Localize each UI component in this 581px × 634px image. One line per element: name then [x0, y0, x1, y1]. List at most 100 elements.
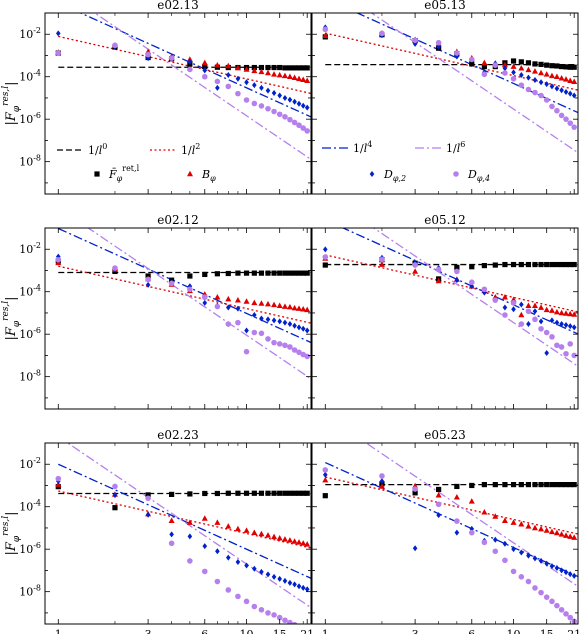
- data-point: [145, 276, 151, 283]
- data-point: [532, 308, 538, 315]
- data-point: [287, 116, 293, 123]
- data-point: [538, 525, 545, 532]
- data-point: [112, 265, 118, 271]
- data-point: [265, 336, 271, 342]
- data-point: [296, 100, 302, 107]
- panel-title: e05.12: [424, 213, 465, 227]
- data-point: [258, 330, 265, 337]
- data-point: [454, 483, 460, 490]
- data-point: [554, 602, 560, 609]
- data-point: [169, 531, 174, 538]
- data-point: [412, 268, 419, 274]
- data-point: [291, 65, 298, 71]
- data-point: [202, 63, 208, 70]
- series-F: [55, 258, 310, 283]
- series-F: [55, 44, 310, 71]
- data-point: [571, 352, 577, 359]
- data-point: [526, 74, 531, 81]
- data-point: [532, 261, 538, 268]
- subplot-5: e02.23 10-8 10-6 10-4 10-2 1 3 6 10 15 21 |Fφres,l|…: [1, 428, 314, 634]
- legend-label: 1/l0: [88, 142, 107, 157]
- data-point: [259, 568, 264, 575]
- data-point: [281, 72, 288, 79]
- data-point: [554, 63, 560, 69]
- data-point: [502, 65, 508, 72]
- data-point: [55, 256, 62, 263]
- series-F: [322, 32, 577, 70]
- data-point: [492, 548, 499, 555]
- subplot-6: e05.23136101521l: [311, 428, 581, 634]
- data-point: [201, 294, 208, 301]
- data-point: [187, 273, 193, 279]
- panel-title: e05.23: [424, 428, 465, 442]
- data-point: [271, 108, 277, 115]
- data-point: [469, 264, 475, 270]
- data-point: [145, 495, 151, 502]
- data-point: [571, 64, 577, 70]
- data-point: [264, 69, 271, 76]
- data-point: [265, 490, 271, 496]
- data-point: [202, 67, 208, 74]
- data-point: [554, 107, 560, 114]
- data-point: [202, 543, 208, 550]
- data-point: [563, 310, 570, 316]
- data-point: [201, 73, 208, 80]
- data-point: [543, 527, 550, 533]
- legend-label: Dφ,4: [467, 168, 490, 183]
- data-point: [304, 65, 310, 71]
- data-point: [265, 610, 271, 616]
- data-point: [538, 589, 544, 596]
- data-point: [510, 519, 517, 525]
- data-point: [571, 481, 577, 488]
- data-point: [276, 534, 283, 541]
- data-point: [322, 26, 329, 33]
- data-point: [168, 280, 175, 287]
- data-point: [531, 68, 538, 74]
- data-point: [282, 65, 288, 71]
- data-point: [567, 310, 574, 317]
- data-point: [291, 490, 298, 496]
- series-F: [322, 257, 577, 282]
- data-point: [454, 277, 460, 284]
- data-point: [538, 304, 545, 310]
- data-point: [287, 579, 293, 586]
- data-point: [481, 286, 488, 293]
- data-point: [168, 55, 175, 61]
- data-point: [510, 568, 517, 575]
- x-tick-label: 15: [273, 628, 287, 634]
- data-point: [544, 481, 550, 488]
- series-D2: [55, 478, 310, 593]
- data-point: [525, 302, 532, 308]
- data-point: [259, 315, 264, 322]
- data-point: [435, 501, 442, 508]
- data-point: [544, 81, 549, 88]
- data-point: [469, 482, 475, 489]
- data-point: [55, 30, 61, 37]
- data-point: [235, 593, 241, 600]
- data-point: [265, 64, 271, 71]
- data-point: [296, 583, 302, 590]
- legend-label: 1/l2: [181, 142, 200, 157]
- data-point: [502, 312, 508, 318]
- data-point: [554, 342, 560, 349]
- y-tick-label: 10-6: [19, 111, 41, 126]
- data-point: [492, 297, 499, 303]
- x-tick-label: 3: [412, 628, 419, 634]
- data-point: [112, 483, 118, 490]
- data-point: [304, 327, 310, 334]
- data-point: [243, 490, 250, 496]
- fit-line-l4: [341, 228, 578, 335]
- data-point: [287, 65, 293, 71]
- data-point: [304, 270, 310, 276]
- data-point: [214, 61, 221, 68]
- data-point: [291, 74, 298, 80]
- data-point: [258, 103, 265, 109]
- y-tick-label: 10-8: [19, 369, 41, 384]
- data-point: [235, 305, 241, 312]
- data-point: [538, 557, 544, 564]
- data-point: [271, 317, 277, 324]
- data-point: [243, 270, 250, 276]
- data-point: [567, 90, 573, 97]
- data-point: [468, 56, 475, 63]
- data-point: [567, 77, 574, 83]
